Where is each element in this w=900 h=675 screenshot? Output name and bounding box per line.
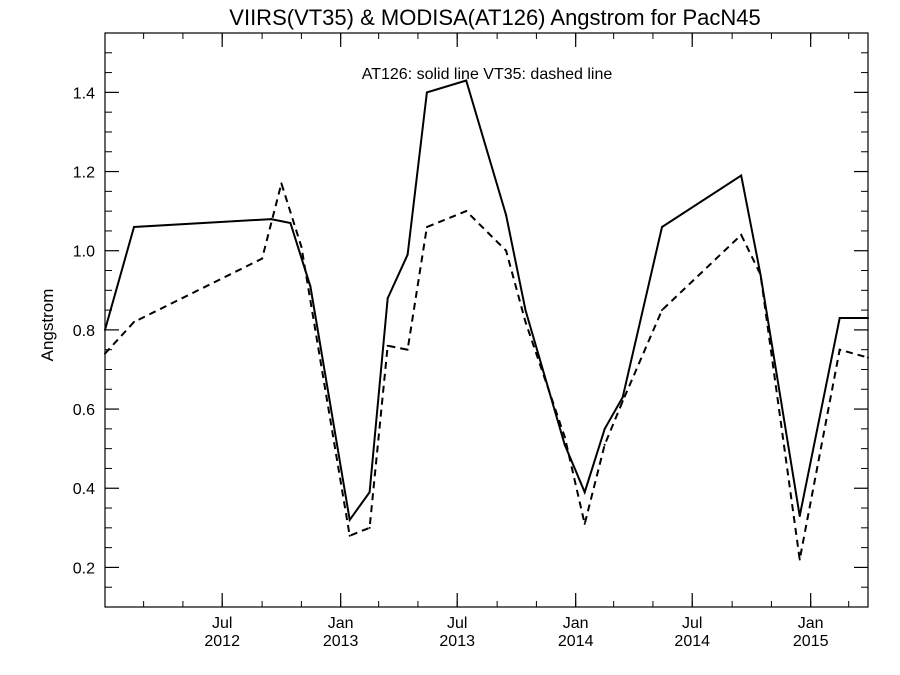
- y-tick-label: 0.2: [73, 560, 95, 577]
- y-tick-label: 0.6: [73, 402, 95, 419]
- x-tick-label-month: Jan: [328, 615, 354, 632]
- data-point-at126: [104, 328, 106, 331]
- data-point-vt35: [406, 348, 409, 351]
- x-tick-label-month: Jul: [682, 615, 702, 632]
- data-point-vt35: [740, 233, 743, 236]
- data-point-vt35: [583, 522, 586, 525]
- x-tick-label-year: 2015: [793, 633, 829, 650]
- data-point-at126: [838, 317, 841, 320]
- data-point-at126: [309, 285, 312, 288]
- data-point-vt35: [386, 344, 389, 347]
- x-tick-label-year: 2014: [558, 633, 594, 650]
- data-point-vt35: [104, 352, 106, 355]
- data-point-at126: [563, 443, 566, 446]
- y-tick-label: 0.8: [73, 323, 95, 340]
- x-tick-label-year: 2012: [204, 633, 240, 650]
- data-point-vt35: [348, 534, 351, 537]
- data-point-at126: [348, 518, 351, 521]
- chart-title: VIIRS(VT35) & MODISA(AT126) Angstrom for…: [229, 5, 760, 30]
- data-point-at126: [505, 214, 508, 217]
- y-tick-label: 1.2: [73, 165, 95, 182]
- y-tick-label: 1.4: [73, 85, 95, 102]
- data-point-vt35: [368, 526, 371, 529]
- data-point-vt35: [300, 245, 303, 248]
- plot-area-frame: [104, 32, 869, 608]
- data-point-at126: [368, 491, 371, 494]
- x-tick-label-month: Jul: [212, 615, 232, 632]
- data-point-vt35: [563, 435, 566, 438]
- data-point-at126: [406, 253, 409, 256]
- data-point-vt35: [603, 443, 606, 446]
- data-point-at126: [270, 218, 273, 221]
- data-point-at126: [660, 225, 663, 228]
- data-point-vt35: [759, 273, 762, 276]
- axis-ticks: [105, 33, 868, 607]
- data-point-vt35: [425, 225, 428, 228]
- series-legend-annotation: AT126: solid line VT35: dashed line: [362, 66, 613, 83]
- data-point-at126: [740, 174, 743, 177]
- data-point-at126: [867, 317, 869, 320]
- data-point-vt35: [621, 400, 624, 403]
- series-lines: [104, 79, 869, 561]
- data-point-vt35: [838, 348, 841, 351]
- data-point-vt35: [505, 249, 508, 252]
- x-tick-label-year: 2013: [323, 633, 359, 650]
- data-point-at126: [603, 427, 606, 430]
- data-point-vt35: [280, 182, 283, 185]
- data-point-vt35: [660, 309, 663, 312]
- y-tick-label: 0.4: [73, 481, 95, 498]
- data-point-at126: [798, 514, 801, 517]
- data-point-at126: [132, 225, 135, 228]
- data-point-at126: [386, 297, 389, 300]
- data-point-at126: [583, 491, 586, 494]
- y-tick-label: 1.0: [73, 244, 95, 261]
- x-tick-label-month: Jan: [798, 615, 824, 632]
- data-point-at126: [425, 91, 428, 94]
- x-tick-label-year: 2014: [674, 633, 710, 650]
- data-point-vt35: [867, 356, 869, 359]
- series-line-at126: [104, 79, 868, 523]
- x-tick-label-month: Jul: [447, 615, 467, 632]
- data-point-vt35: [798, 558, 801, 561]
- data-point-at126: [621, 396, 624, 399]
- tick-labels: 0.20.40.60.81.01.21.4Jul2012Jan2013Jul20…: [73, 85, 829, 650]
- x-tick-label-year: 2013: [439, 633, 475, 650]
- data-point-vt35: [465, 210, 468, 213]
- data-point-at126: [465, 79, 468, 82]
- y-axis-label: Angstrom: [38, 289, 57, 362]
- data-point-vt35: [524, 320, 527, 323]
- data-point-vt35: [261, 257, 264, 260]
- x-tick-label-month: Jan: [563, 615, 589, 632]
- data-point-at126: [524, 309, 527, 312]
- data-point-at126: [289, 222, 292, 225]
- data-point-vt35: [132, 320, 135, 323]
